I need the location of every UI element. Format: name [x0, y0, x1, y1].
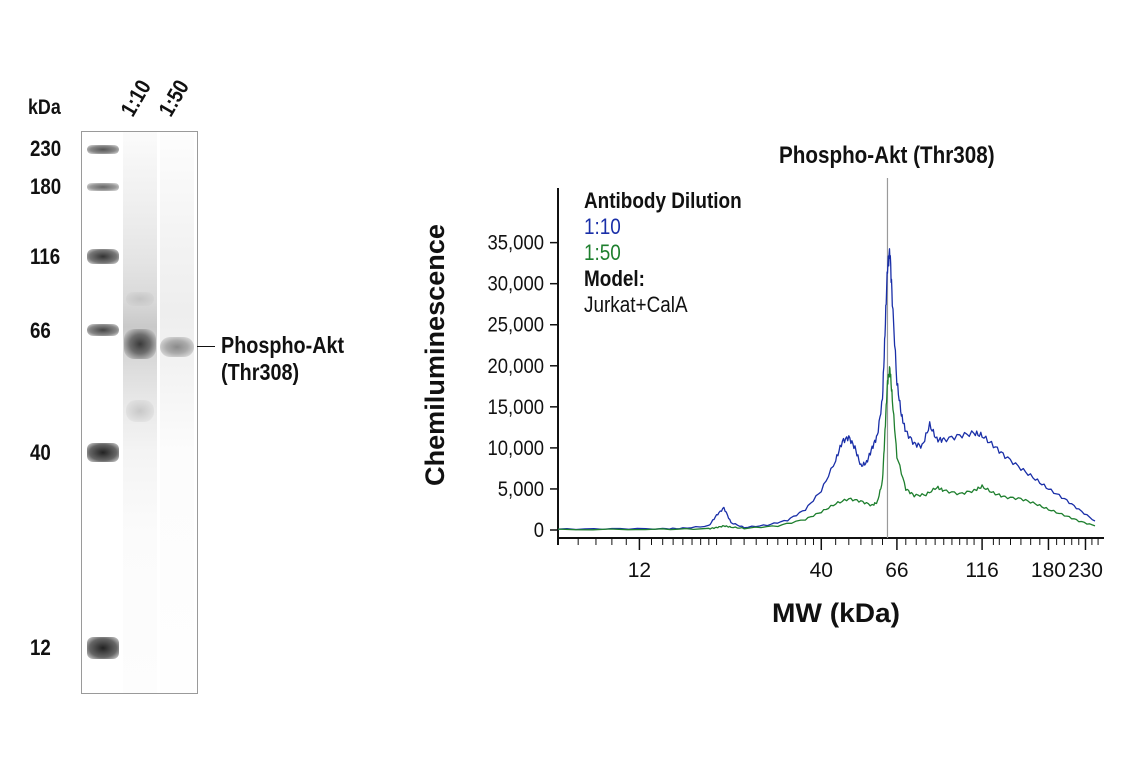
marker-label-116: 116: [30, 244, 61, 269]
ladder-band-230: [87, 145, 119, 154]
ladder-band-40: [87, 443, 119, 462]
y-tick-label: 30,000: [488, 273, 544, 296]
ladder-band-66: [87, 324, 119, 336]
legend-entry-2: 1:50: [584, 240, 621, 265]
y-tick-label: 35,000: [488, 232, 544, 255]
band-annotation-line-1: Phospho-Akt: [221, 332, 345, 358]
x-tick-label: 66: [885, 559, 908, 582]
y-tick-label: 15,000: [488, 396, 544, 419]
annotation-tick: [197, 346, 215, 347]
marker-label-180: 180: [30, 174, 62, 199]
chart-title: Phospho-Akt (Thr308): [779, 142, 995, 169]
x-tick-label: 230: [1068, 559, 1103, 582]
y-tick-label: 20,000: [488, 355, 544, 378]
lane-1-band-main: [124, 329, 156, 359]
lane-2-smear: [160, 132, 194, 693]
chart-legend: Antibody Dilution 1:10 1:50 Model: Jurka…: [584, 188, 742, 318]
marker-label-12: 12: [30, 635, 51, 660]
y-tick-label: 0: [534, 519, 544, 542]
y-tick-label: 10,000: [488, 437, 544, 460]
legend-model-value: Jurkat+CalA: [584, 292, 688, 317]
lane-label-1: 1:10: [115, 75, 156, 121]
x-tick-label: 116: [965, 559, 998, 582]
ladder-band-116: [87, 249, 119, 264]
ladder-band-12: [87, 637, 119, 659]
series-line-1-50: [557, 366, 1096, 531]
y-tick-label: 5,000: [498, 478, 544, 501]
legend-model-label: Model:: [584, 266, 645, 291]
x-tick-label: 180: [1031, 559, 1066, 582]
x-tick-label: 40: [810, 559, 833, 582]
legend-title: Antibody Dilution: [584, 188, 742, 213]
marker-label-230: 230: [30, 136, 62, 161]
lane-2-band-main: [160, 337, 194, 357]
x-tick-label: 12: [628, 559, 651, 582]
lane-1-band-lower: [126, 400, 154, 422]
band-annotation: Phospho-Akt (Thr308): [221, 332, 344, 386]
y-axis-title: Chemiluminescence: [420, 224, 450, 486]
marker-label-40: 40: [30, 440, 51, 465]
y-tick-label: 25,000: [488, 314, 544, 337]
gel-image: [81, 131, 198, 694]
legend-entry-1: 1:10: [584, 214, 621, 239]
marker-label-66: 66: [30, 318, 51, 343]
lane-1-band-upper: [126, 292, 154, 306]
x-axis-title: MW (kDa): [772, 598, 900, 628]
gel-unit-label: kDa: [28, 96, 61, 119]
ladder-band-180: [87, 183, 119, 191]
lane-label-2: 1:50: [153, 75, 194, 121]
band-annotation-line-2: (Thr308): [221, 359, 300, 385]
